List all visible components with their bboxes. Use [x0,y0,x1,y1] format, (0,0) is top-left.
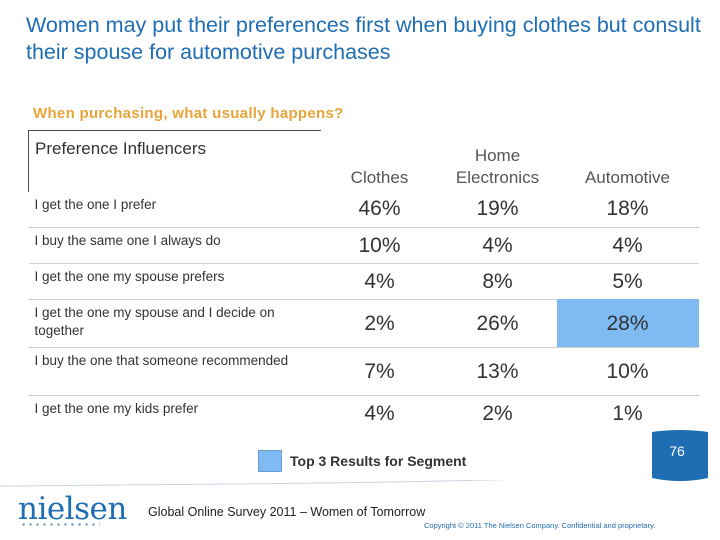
page-number-tab-shape [652,430,708,481]
row-label: I get the one my spouse and I decide on … [28,299,321,348]
table-row: I get the one my spouse and I decide on … [28,299,699,348]
table-row: I get the one my spouse prefers 4% 8% 5% [28,263,699,300]
row-label: I buy the one that someone recommended [28,347,321,396]
row-label: I get the one my kids prefer [28,395,321,432]
results-table: Preference Influencers Clothes Home Elec… [28,130,699,432]
table-row: I get the one my kids prefer 4% 2% 1% [28,395,699,432]
column-header-home-electronics-text: Home Electronics [455,145,540,187]
table-header-row: Preference Influencers Clothes Home Elec… [28,130,699,192]
value-cell: 26% [438,299,557,348]
footer-curve [0,480,510,487]
column-header-automotive: Automotive [584,167,671,187]
legend-swatch [258,450,282,472]
value-cell: 46% [358,197,401,221]
value-cell: 4% [556,227,699,264]
slide-title: Women may put their preferences first wh… [26,13,701,64]
value-cell: 13% [438,347,557,396]
value-cell: 5% [556,263,699,300]
page-number: 76 [669,443,685,459]
value-cell: 4% [438,227,557,264]
page-number-tab [652,430,708,481]
value-cell: 10% [320,227,439,264]
footer-swoosh-line [0,480,510,487]
value-cell: 10% [556,347,699,396]
value-cell: 4% [320,395,439,432]
copyright-notice: Copyright © 2011 The Nielsen Company. Co… [424,521,656,530]
value-cell: 18% [606,197,649,221]
table-row: I buy the one that someone recommended 7%… [28,347,699,396]
logo-dots [20,523,100,526]
value-cell: 7% [320,347,439,396]
survey-label: Global Online Survey 2011 – Women of Tom… [148,505,426,519]
value-cell: 28% [556,299,699,348]
value-cell: 8% [438,263,557,300]
value-cell: 19% [476,197,519,221]
row-label: I buy the same one I always do [28,227,321,264]
table-row: I get the one I prefer 46% 19% 18% [29,192,699,228]
value-cell: 4% [320,263,439,300]
header-preference-influencers: Preference Influencers [28,130,321,192]
nielsen-logo: nielsen [18,491,127,527]
value-cell: 2% [320,299,439,348]
question-subtitle: When purchasing, what usually happens? [33,105,344,122]
value-cell: 1% [556,395,699,432]
column-header-clothes: Clothes [350,167,409,187]
column-header-home-electronics: Home Electronics [439,131,557,192]
value-cell: 2% [438,395,557,432]
row-label: I get the one I prefer [34,196,157,212]
row-label: I get the one my spouse prefers [28,263,321,300]
legend-label: Top 3 Results for Segment [290,453,467,469]
table-row: I buy the same one I always do 10% 4% 4% [28,227,699,264]
